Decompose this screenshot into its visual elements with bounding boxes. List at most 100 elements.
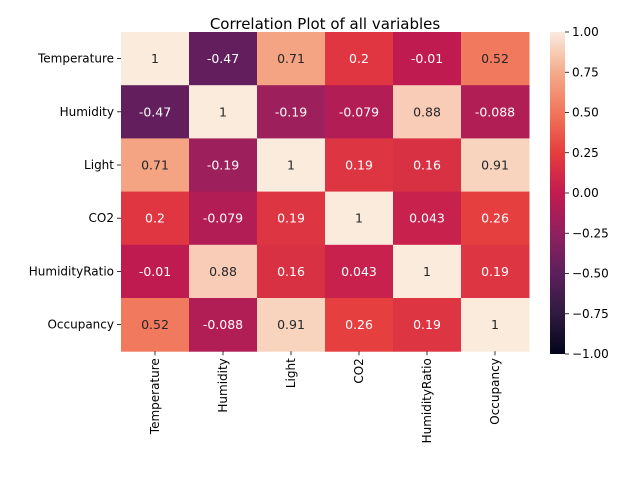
heatmap-cell [325, 244, 394, 299]
heatmap-cell-label: 0.52 [481, 51, 509, 66]
heatmap-cell-label: 0.71 [277, 51, 305, 66]
heatmap-cell [257, 298, 326, 352]
heatmap-cell [461, 191, 530, 246]
colorbar-tick-label: 0.25 [572, 146, 599, 160]
heatmap-cell [121, 85, 190, 139]
x-tick-label: HumidityRatio [420, 358, 434, 443]
heatmap-cell [393, 244, 462, 299]
heatmap-cell-label: 0.19 [413, 317, 441, 332]
y-tick-label: Occupancy [47, 318, 114, 332]
heatmap-cell-label: 0.043 [409, 211, 445, 226]
heatmap-cell-label: 0.26 [481, 211, 509, 226]
heatmap-cell-label: 0.91 [481, 158, 509, 173]
heatmap-cell [461, 32, 530, 86]
y-tick-label: Light [84, 158, 114, 172]
heatmap-cell [461, 244, 530, 299]
heatmap-cell-label: -0.01 [411, 51, 443, 66]
heatmap-cell-label: 1 [287, 158, 295, 173]
heatmap-cell [461, 85, 530, 139]
heatmap-cell [257, 138, 326, 193]
heatmap-cell-label: 1 [219, 104, 227, 119]
heatmap-cell [257, 32, 326, 86]
colorbar-tick-label: −1.00 [572, 347, 609, 361]
y-tick-label: Temperature [37, 52, 114, 66]
heatmap-cell [393, 298, 462, 352]
heatmap-cell [121, 298, 190, 352]
heatmap-grid: 1 -0.47 0.71 0.2 -0.01 0.52 -0.47 1 -0.19 -0.079 0… [121, 32, 530, 352]
heatmap-cell [189, 244, 258, 299]
heatmap-cell [393, 138, 462, 193]
heatmap-cell-label: 0.043 [341, 264, 377, 279]
heatmap-cell [121, 138, 190, 193]
heatmap-cell-label: 0.52 [141, 317, 169, 332]
x-tick-label: Light [284, 358, 298, 388]
heatmap-cell [257, 85, 326, 139]
colorbar-tick-label: 0.00 [572, 186, 599, 200]
x-axis-ticks: Temperature Humidity Light CO2 HumidityRatio… [148, 351, 502, 443]
heatmap-cell-label: 0.88 [209, 264, 237, 279]
y-tick-label: HumidityRatio [29, 264, 114, 278]
heatmap-cell-label: 0.16 [413, 158, 441, 173]
heatmap-cell-label: -0.47 [207, 51, 239, 66]
x-tick-label: CO2 [352, 358, 366, 383]
colorbar-gradient-bar [550, 32, 565, 354]
heatmap-cell [189, 191, 258, 246]
heatmap-cell [257, 191, 326, 246]
heatmap-cell-label: -0.19 [275, 104, 307, 119]
heatmap-cell-label: 0.91 [277, 317, 305, 332]
heatmap-cell-label: -0.088 [203, 317, 243, 332]
heatmap-cell [189, 138, 258, 193]
heatmap-cell-label: -0.079 [203, 211, 243, 226]
heatmap-cell [325, 191, 394, 246]
colorbar-tick-label: 0.75 [572, 65, 599, 79]
heatmap-cell-label: 0.71 [141, 158, 169, 173]
heatmap-cell-label: -0.19 [207, 158, 239, 173]
colorbar-tick-label: −0.50 [572, 267, 609, 281]
colorbar-tick-label: 1.00 [572, 25, 599, 39]
heatmap-cell-label: 1 [151, 51, 159, 66]
heatmap-cell-label: 0.88 [413, 104, 441, 119]
heatmap-cell [189, 32, 258, 86]
heatmap-cell [393, 85, 462, 139]
heatmap-cell [325, 298, 394, 352]
heatmap-cell [325, 138, 394, 193]
heatmap-cell-label: 1 [355, 211, 363, 226]
heatmap-cell [189, 298, 258, 352]
y-axis-ticks: Temperature Humidity Light CO2 HumidityRatio… [29, 52, 121, 332]
heatmap-cell-label: -0.47 [139, 104, 171, 119]
heatmap-cell-label: 0.16 [277, 264, 305, 279]
y-tick-label: Humidity [60, 105, 114, 119]
heatmap-cell-label: 0.26 [345, 317, 373, 332]
heatmap-cell-label: 0.19 [481, 264, 509, 279]
heatmap-cell-label: 1 [423, 264, 431, 279]
heatmap-cell-label: 0.2 [349, 51, 369, 66]
x-tick-label: Temperature [148, 358, 162, 435]
colorbar-tick-label: 0.50 [572, 106, 599, 120]
heatmap-cell [393, 32, 462, 86]
heatmap-cell [121, 32, 190, 86]
heatmap-cell [325, 32, 394, 86]
heatmap-cell [393, 191, 462, 246]
heatmap-cell [189, 85, 258, 139]
colorbar-tick-label: −0.75 [572, 307, 609, 321]
chart-title: Correlation Plot of all variables [210, 15, 441, 33]
heatmap-cell-label: -0.079 [339, 104, 379, 119]
colorbar: −1.00 −0.75 −0.50 −0.25 0.00 0.25 0.50 0.75 1.00 [550, 25, 609, 361]
y-tick-label: CO2 [89, 211, 114, 225]
heatmap-cell [325, 85, 394, 139]
heatmap-cell-label: -0.01 [139, 264, 171, 279]
heatmap-cell [121, 244, 190, 299]
heatmap-cell-label: 0.19 [277, 211, 305, 226]
heatmap-cell-label: 0.19 [345, 158, 373, 173]
heatmap-cell [461, 138, 530, 193]
heatmap-cell-label: 1 [491, 317, 499, 332]
heatmap-cell-label: -0.088 [475, 104, 515, 119]
heatmap-cell [257, 244, 326, 299]
x-tick-label: Occupancy [488, 358, 502, 425]
heatmap-cell [121, 191, 190, 246]
heatmap-cell [461, 298, 530, 352]
colorbar-tick-label: −0.25 [572, 226, 609, 240]
x-tick-label: Humidity [216, 358, 230, 412]
